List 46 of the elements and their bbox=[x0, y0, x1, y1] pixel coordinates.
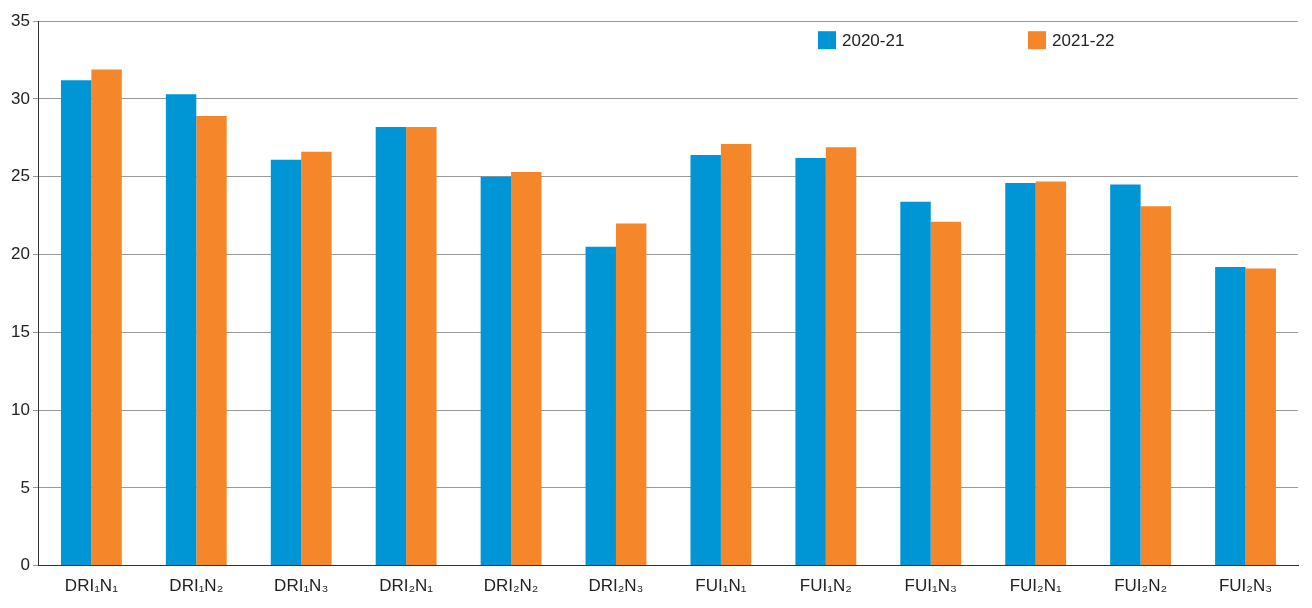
bar bbox=[1245, 268, 1276, 566]
x-tick-label: DRI₁N₂ bbox=[169, 576, 224, 596]
x-tick-label: DRI₁N₃ bbox=[274, 576, 329, 596]
bar bbox=[91, 69, 122, 566]
x-tick-label: FUI₂N₃ bbox=[1218, 576, 1273, 596]
x-tick-label: DRI₂N₂ bbox=[483, 576, 539, 596]
bar bbox=[615, 223, 647, 566]
x-tick-label: DRI₂N₃ bbox=[588, 576, 644, 596]
bar bbox=[690, 154, 721, 566]
bar bbox=[585, 246, 616, 566]
y-tick-label: 15 bbox=[10, 321, 30, 341]
bar bbox=[1005, 182, 1036, 566]
bar bbox=[720, 144, 752, 566]
legend-label: 2020-21 bbox=[842, 30, 905, 50]
bar bbox=[825, 147, 857, 566]
x-tick-label: DRI₂N₁ bbox=[379, 576, 434, 596]
bar bbox=[165, 94, 197, 566]
y-tick-label: 20 bbox=[10, 244, 30, 264]
bar bbox=[301, 151, 332, 566]
x-tick-label: FUI₁N₃ bbox=[904, 576, 957, 596]
y-tick-label: 35 bbox=[10, 10, 30, 30]
y-tick-label: 5 bbox=[20, 477, 30, 497]
bar bbox=[1110, 184, 1141, 566]
bar bbox=[930, 221, 962, 566]
bar bbox=[60, 80, 92, 566]
bar bbox=[1035, 181, 1067, 566]
y-tick-label: 10 bbox=[10, 399, 30, 419]
bar bbox=[196, 116, 227, 566]
bar bbox=[480, 176, 512, 566]
bar bbox=[1215, 266, 1246, 566]
legend-label: 2021-22 bbox=[1052, 30, 1115, 50]
x-tick-label: FUI₁N₁ bbox=[695, 576, 747, 596]
x-tick-label: FUI₂N₁ bbox=[1009, 576, 1062, 596]
x-tick-label: FUI₂N₂ bbox=[1114, 576, 1168, 596]
bar bbox=[511, 172, 542, 566]
y-tick-label: 30 bbox=[10, 88, 30, 108]
bar bbox=[270, 159, 302, 566]
x-tick-label: DRI₁N₁ bbox=[64, 576, 119, 596]
bar bbox=[406, 126, 437, 566]
bar bbox=[795, 158, 826, 566]
x-tick-label: FUI₁N₂ bbox=[799, 576, 852, 596]
bar bbox=[375, 126, 407, 566]
y-tick-label: 25 bbox=[10, 166, 30, 186]
bar bbox=[1140, 206, 1172, 566]
bar bbox=[900, 201, 931, 566]
y-tick-label: 0 bbox=[20, 555, 30, 575]
